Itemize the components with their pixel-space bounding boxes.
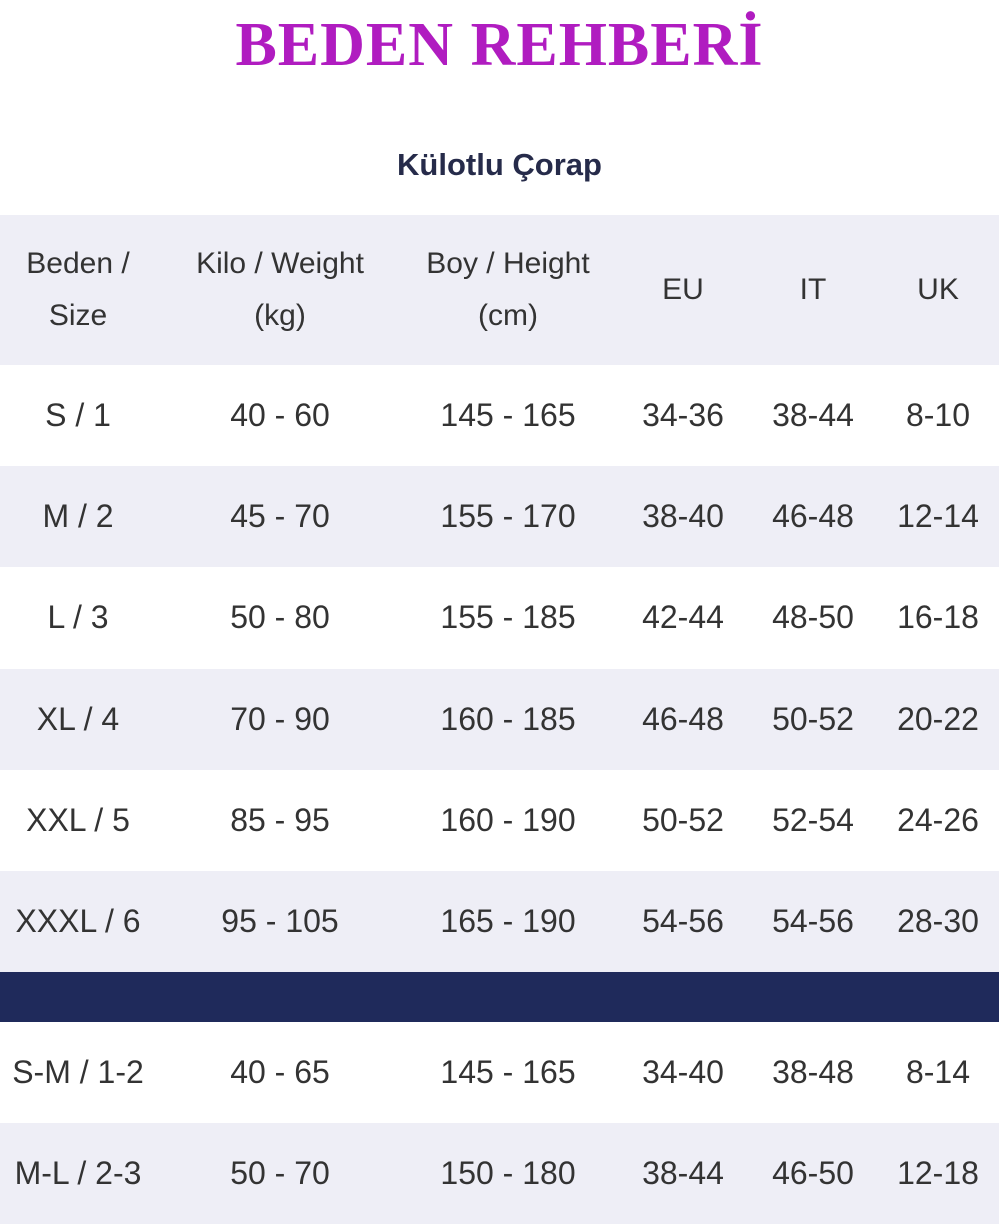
cell: 54-56 <box>642 903 724 940</box>
table-row: XXL / 5 85 - 95 160 - 190 50-52 52-54 24-26 <box>0 769 999 871</box>
header-text: (cm) <box>478 299 538 332</box>
cell: XL / 4 <box>36 700 120 737</box>
cell: 34-40 <box>642 1054 724 1091</box>
cell: 165 - 190 <box>440 903 576 940</box>
cell: Kilo / Weight (kg) <box>150 215 410 365</box>
cell: M-L / 2-3 <box>14 1155 142 1192</box>
cell: S-M / 1-2 <box>12 1054 144 1091</box>
cell: L / 3 <box>47 599 109 636</box>
header-text: (kg) <box>254 299 306 332</box>
header-text: Size <box>48 299 108 332</box>
cell: 40 - 60 <box>230 397 330 434</box>
cell: 38-40 <box>642 498 724 535</box>
cell: 34-36 <box>642 397 724 434</box>
cell: 42-44 <box>642 599 724 636</box>
cell: 50-52 <box>772 700 854 737</box>
table-row: S / 1 40 - 60 145 - 165 34-36 38-44 8-10 <box>0 365 999 467</box>
cell: 155 - 170 <box>440 498 576 535</box>
cell: 28-30 <box>897 903 979 940</box>
header-text: EU <box>662 273 704 306</box>
cell: EU <box>553 215 813 365</box>
cell: 38-44 <box>772 397 854 434</box>
cell: 48-50 <box>772 599 854 636</box>
header-text: Beden / <box>26 247 130 280</box>
cell: 85 - 95 <box>230 801 330 838</box>
table-row: S-M / 1-2 40 - 65 145 - 165 34-40 38-48 8-14 <box>0 1022 999 1124</box>
divider <box>0 972 999 1022</box>
header-row: Beden / Size Kilo / Weight (kg) Boy / Height… <box>0 215 999 365</box>
table-row: XXXL / 6 95 - 105 165 - 190 54-56 54-56 28-30 <box>0 871 999 973</box>
cell: S / 1 <box>45 397 111 434</box>
header-text: UK <box>917 273 959 306</box>
cell: 145 - 165 <box>440 1054 576 1091</box>
table-row: M / 2 45 - 70 155 - 170 38-40 46-48 12-14 <box>0 466 999 568</box>
title: BEDEN REHBERİ <box>235 11 764 79</box>
subtitle: Külotlu Çorap <box>397 147 602 182</box>
cell: 12-14 <box>897 498 979 535</box>
cell: M / 2 <box>42 498 114 535</box>
cell: 38-48 <box>772 1054 854 1091</box>
table-row: M-L / 2-3 50 - 70 150 - 180 38-44 46-50 12-18 <box>0 1123 999 1225</box>
cell: 45 - 70 <box>230 498 330 535</box>
cell: 70 - 90 <box>230 700 330 737</box>
cell: 46-48 <box>642 700 724 737</box>
cell: XXL / 5 <box>26 801 130 838</box>
table-row: L / 3 50 - 80 155 - 185 42-44 48-50 16-18 <box>0 567 999 669</box>
cell: 8-10 <box>905 397 971 434</box>
cell: Beden / Size <box>0 215 208 365</box>
cell: 150 - 180 <box>440 1155 576 1192</box>
cell: 52-54 <box>772 801 854 838</box>
cell: 12-18 <box>897 1155 979 1192</box>
header-text: Kilo / Weight <box>196 247 364 280</box>
cell: IT <box>683 215 943 365</box>
cell: 155 - 185 <box>440 599 576 636</box>
cell: 38-44 <box>642 1155 724 1192</box>
cell: 40 - 65 <box>230 1054 330 1091</box>
cell: Boy / Height (cm) <box>378 215 638 365</box>
cell: UK <box>808 215 999 365</box>
cell: 20-22 <box>897 700 979 737</box>
header-text: Boy / Height <box>426 247 590 280</box>
header-text: IT <box>799 273 827 306</box>
table-row: XL / 4 70 - 90 160 - 185 46-48 50-52 20-22 <box>0 668 999 770</box>
cell: 95 - 105 <box>221 903 339 940</box>
cell: 46-48 <box>772 498 854 535</box>
cell: 160 - 185 <box>440 700 576 737</box>
cell: 46-50 <box>772 1155 854 1192</box>
cell: XXXL / 6 <box>15 903 141 940</box>
cell: 160 - 190 <box>440 801 576 838</box>
cell: 8-14 <box>905 1054 971 1091</box>
cell: 50-52 <box>642 801 724 838</box>
cell: 50 - 70 <box>230 1155 330 1192</box>
cell: 16-18 <box>897 599 979 636</box>
cell: 54-56 <box>772 903 854 940</box>
cell: 24-26 <box>897 801 979 838</box>
cell: 50 - 80 <box>230 599 330 636</box>
cell: 145 - 165 <box>440 397 576 434</box>
